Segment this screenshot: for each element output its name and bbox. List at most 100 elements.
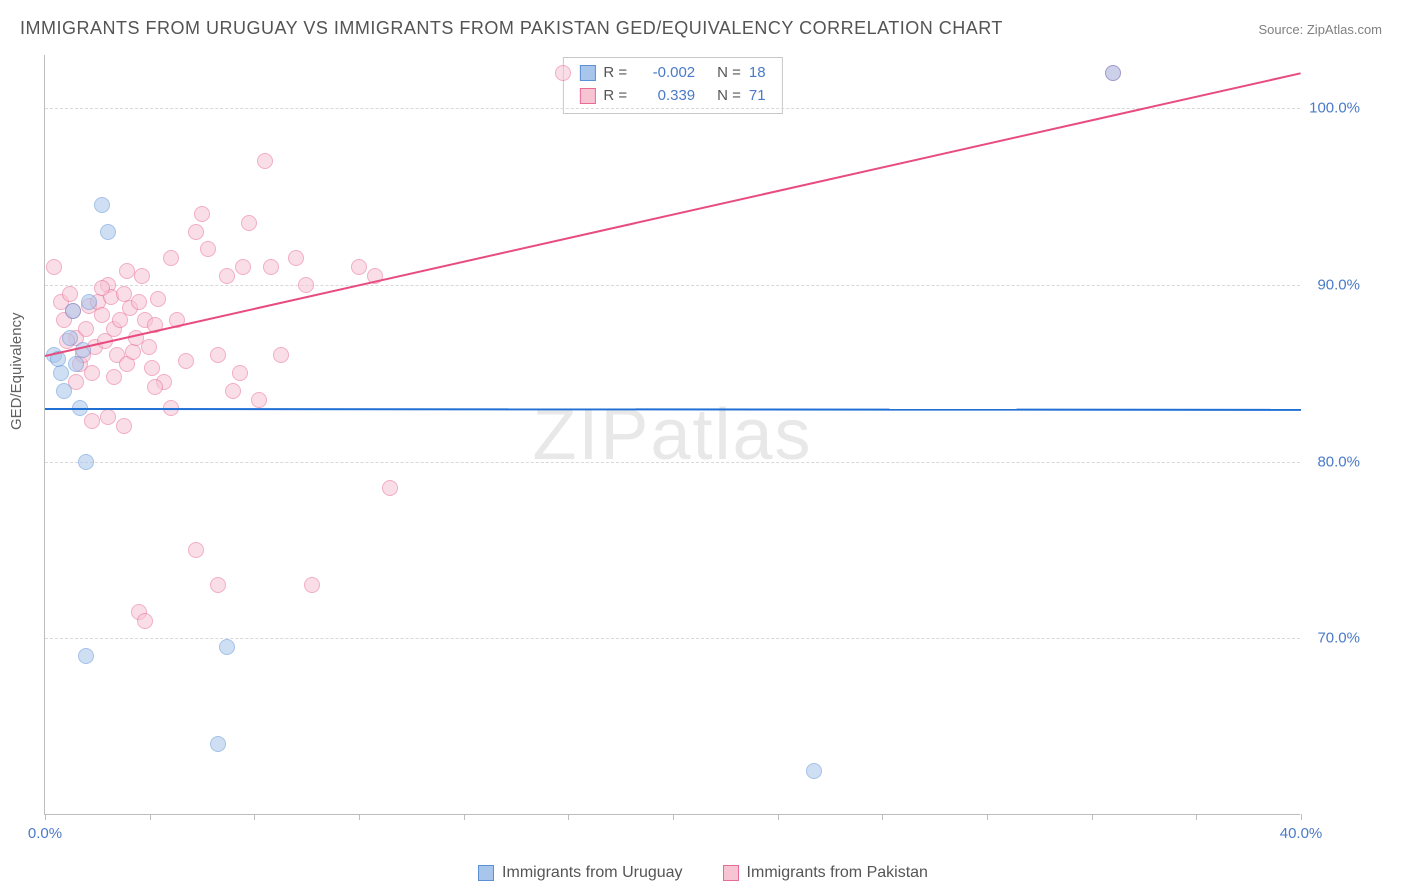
x-tick [778,814,779,820]
data-point [210,347,226,363]
data-point [100,409,116,425]
x-tick-label: 40.0% [1280,825,1323,842]
data-point [163,250,179,266]
data-point [200,241,216,257]
data-point [62,286,78,302]
data-point [81,294,97,310]
x-tick [882,814,883,820]
stat-n-value: 18 [749,62,766,85]
legend-label: Immigrants from Uruguay [502,864,683,882]
source-attribution: Source: ZipAtlas.com [1258,22,1382,37]
x-tick-label: 0.0% [28,825,62,842]
data-point [84,413,100,429]
data-point [78,321,94,337]
stats-row: R = -0.002 N = 18 [579,62,765,85]
data-point [84,365,100,381]
data-point [273,347,289,363]
x-tick [359,814,360,820]
x-tick [987,814,988,820]
stat-r-value: 0.339 [635,85,695,108]
chart-title: IMMIGRANTS FROM URUGUAY VS IMMIGRANTS FR… [20,18,1003,39]
data-point [210,736,226,752]
data-point [116,418,132,434]
x-tick [45,814,46,820]
x-tick [568,814,569,820]
trend-line [45,408,1301,411]
data-point [141,339,157,355]
stat-label: N = [717,85,741,108]
x-tick [1092,814,1093,820]
data-point [137,613,153,629]
data-point [94,307,110,323]
data-point [147,379,163,395]
stat-r-value: -0.002 [635,62,695,85]
data-point [806,763,822,779]
legend-swatch [478,865,494,881]
data-point [150,291,166,307]
data-point [232,365,248,381]
gridline [45,462,1300,463]
data-point [65,303,81,319]
legend-item: Immigrants from Uruguay [478,864,683,882]
data-point [56,383,72,399]
x-tick [464,814,465,820]
data-point [288,250,304,266]
y-tick-label: 70.0% [1317,630,1360,647]
data-point [210,577,226,593]
y-tick-label: 90.0% [1317,276,1360,293]
data-point [68,356,84,372]
data-point [94,280,110,296]
y-tick-label: 80.0% [1317,453,1360,470]
x-tick [1301,814,1302,820]
data-point [188,224,204,240]
scatter-plot-area: ZIPatlas R =-0.002N =18R =0.339N =71 70.… [44,55,1300,815]
data-point [225,383,241,399]
legend-label: Immigrants from Pakistan [747,864,928,882]
legend-swatch [579,65,595,81]
y-tick-label: 100.0% [1309,100,1360,117]
data-point [119,263,135,279]
data-point [1105,65,1121,81]
stat-label: N = [717,62,741,85]
y-axis-label: GED/Equivalency [8,312,25,430]
data-point [144,360,160,376]
data-point [382,480,398,496]
data-point [298,277,314,293]
gridline [45,638,1300,639]
data-point [178,353,194,369]
data-point [46,259,62,275]
watermark-text: ZIPatlas [532,394,812,476]
stats-row: R = 0.339 N = 71 [579,85,765,108]
stat-n-value: 71 [749,85,766,108]
x-tick [1196,814,1197,820]
gridline [45,285,1300,286]
data-point [194,206,210,222]
data-point [263,259,279,275]
data-point [219,268,235,284]
correlation-stats-box: R = -0.002 N = 18 R = 0.339 N = 71 [562,57,782,114]
data-point [219,639,235,655]
data-point [62,330,78,346]
data-point [304,577,320,593]
data-point [235,259,251,275]
stat-label: R = [603,62,627,85]
gridline [45,108,1300,109]
data-point [106,369,122,385]
data-point [125,344,141,360]
legend-swatch [579,88,595,104]
trend-line [45,73,1301,358]
data-point [351,259,367,275]
data-point [241,215,257,231]
data-point [78,648,94,664]
data-point [78,454,94,470]
legend-swatch [723,865,739,881]
data-point [251,392,267,408]
data-point [188,542,204,558]
data-point [555,65,571,81]
data-point [257,153,273,169]
stat-label: R = [603,85,627,108]
data-point [134,268,150,284]
data-point [53,365,69,381]
legend-item: Immigrants from Pakistan [723,864,928,882]
series-legend: Immigrants from Uruguay Immigrants from P… [0,864,1406,882]
